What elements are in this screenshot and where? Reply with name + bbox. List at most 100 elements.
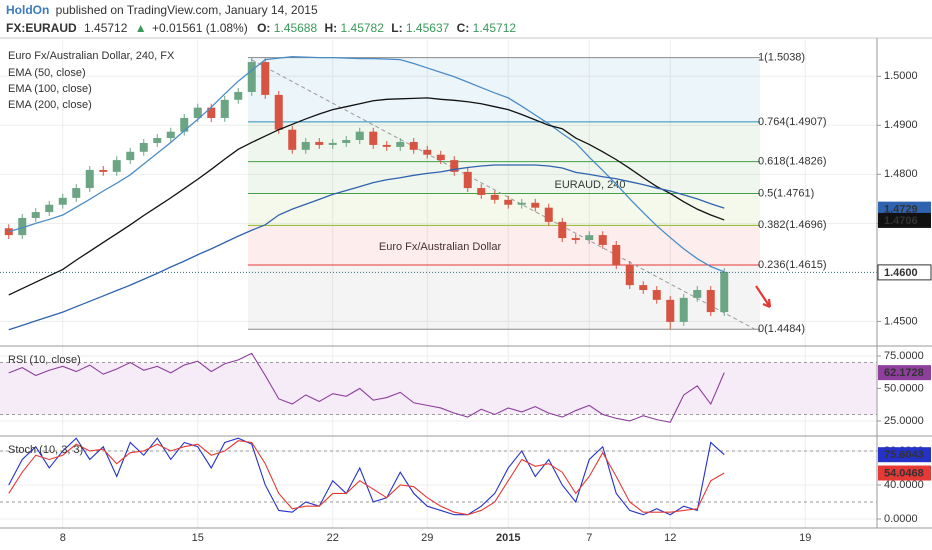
legend-entry: EMA (200, close) bbox=[8, 99, 92, 111]
ohlc-label: H: bbox=[325, 21, 338, 35]
candle-body bbox=[369, 131, 378, 145]
pane-title: Euro Fx/Australian Dollar, 240, FX bbox=[8, 50, 175, 62]
x-tick-label: 19 bbox=[799, 532, 811, 544]
candle-body bbox=[315, 141, 324, 145]
candle-body bbox=[301, 141, 310, 150]
x-tick-label: 22 bbox=[327, 532, 339, 544]
axis-marker bbox=[878, 447, 931, 463]
candle-body bbox=[153, 138, 162, 143]
candle-body bbox=[382, 144, 391, 147]
candle-body bbox=[31, 212, 40, 218]
candle-body bbox=[612, 244, 621, 266]
candle-body bbox=[504, 199, 513, 205]
candle-body bbox=[328, 142, 337, 145]
candle-body bbox=[4, 228, 13, 236]
ohlc-value: 1.45688 bbox=[274, 21, 318, 35]
byline-row: HoldOn published on TradingView.com, Jan… bbox=[6, 3, 318, 17]
candle-body bbox=[666, 299, 675, 322]
candle-body bbox=[342, 140, 351, 143]
candle-body bbox=[72, 188, 81, 198]
candle-body bbox=[625, 265, 634, 286]
candle-body bbox=[450, 160, 459, 172]
x-tick-label: 12 bbox=[664, 532, 676, 544]
level-band bbox=[0, 362, 877, 415]
change: +0.01561 (1.08%) bbox=[152, 21, 248, 35]
y-tick-label: 40.0000 bbox=[884, 479, 924, 491]
x-tick-label: 29 bbox=[421, 532, 433, 544]
fib-zone bbox=[248, 193, 760, 226]
series-line bbox=[8, 440, 725, 516]
watermark: Euro Fx/Australian Dollar bbox=[379, 241, 502, 253]
x-tick-label: 2015 bbox=[496, 532, 520, 544]
ohlc-label: C: bbox=[457, 21, 470, 35]
fib-label: 0.618(1.4826) bbox=[758, 155, 827, 167]
series-line bbox=[8, 97, 725, 296]
series-line bbox=[8, 56, 725, 273]
fib-label: 1(1.5038) bbox=[758, 52, 805, 64]
y-tick-label: 25.0000 bbox=[884, 415, 924, 427]
axis-marker bbox=[878, 365, 931, 381]
fib-zone bbox=[248, 161, 760, 194]
trend-line bbox=[251, 59, 761, 333]
candle-body bbox=[436, 154, 445, 161]
axis-marker-label: 1.4729 bbox=[884, 204, 918, 216]
candle-body bbox=[247, 62, 256, 92]
candle-body bbox=[423, 149, 432, 155]
y-tick-label: 1.4800 bbox=[884, 168, 918, 180]
candle-body bbox=[58, 197, 67, 205]
candle-body bbox=[396, 141, 405, 147]
legend-entry: EMA (100, close) bbox=[8, 83, 92, 95]
candle-body bbox=[261, 62, 270, 95]
series-line bbox=[8, 352, 725, 423]
fib-label: 0(1.4484) bbox=[758, 323, 805, 335]
candle-body bbox=[18, 217, 27, 236]
candle-body bbox=[355, 131, 364, 141]
axis-marker-label: 1.4600 bbox=[884, 267, 918, 279]
byline: published on TradingView.com, January 14… bbox=[56, 3, 318, 17]
y-tick-label: 1.4900 bbox=[884, 119, 918, 131]
candle-body bbox=[639, 285, 648, 291]
candle-body bbox=[463, 171, 472, 189]
symbol: FX:EURAUD bbox=[6, 21, 77, 35]
candle-body bbox=[207, 107, 216, 118]
candle-body bbox=[531, 202, 540, 208]
pane-title: Stoch (10, 3, 3) bbox=[8, 444, 83, 456]
candle-body bbox=[234, 91, 243, 100]
candle-body bbox=[193, 107, 202, 118]
candle-body bbox=[585, 235, 594, 241]
up-arrow: ▲ bbox=[135, 21, 147, 35]
quote-row: FX:EURAUD 1.45712 ▲ +0.01561 (1.08%) O: … bbox=[6, 21, 516, 35]
axis-marker bbox=[878, 201, 931, 217]
candle-body bbox=[166, 131, 175, 139]
candle-body bbox=[517, 202, 526, 205]
candle-body bbox=[706, 290, 715, 313]
candle-body bbox=[99, 169, 108, 172]
y-tick-label: 0.0000 bbox=[884, 513, 918, 525]
candle-body bbox=[598, 235, 607, 245]
candle-body bbox=[409, 141, 418, 150]
candle-body bbox=[490, 194, 499, 200]
candle-body bbox=[679, 297, 688, 322]
series-line bbox=[8, 164, 725, 331]
axis-marker-label: 54.0468 bbox=[884, 467, 924, 479]
axis-marker-label: 62.1728 bbox=[884, 367, 924, 379]
candle-body bbox=[288, 129, 297, 150]
axis-marker bbox=[877, 264, 932, 281]
candle-body bbox=[85, 169, 94, 189]
axis-marker bbox=[878, 212, 931, 228]
axis-marker-label: 75.6043 bbox=[884, 449, 924, 461]
candle-body bbox=[720, 271, 729, 313]
ohlc-value: 1.45637 bbox=[406, 21, 450, 35]
fib-zone bbox=[248, 225, 760, 266]
plot-area: 81522292015712191.45001.47001.48001.4900… bbox=[0, 40, 932, 544]
candle-body bbox=[274, 94, 283, 130]
candle-body bbox=[126, 151, 135, 161]
pane-title: RSI (10, close) bbox=[8, 354, 81, 366]
author[interactable]: HoldOn bbox=[6, 3, 49, 17]
candle-body bbox=[693, 290, 702, 298]
candle-body bbox=[45, 204, 54, 213]
x-tick-label: 7 bbox=[586, 532, 592, 544]
